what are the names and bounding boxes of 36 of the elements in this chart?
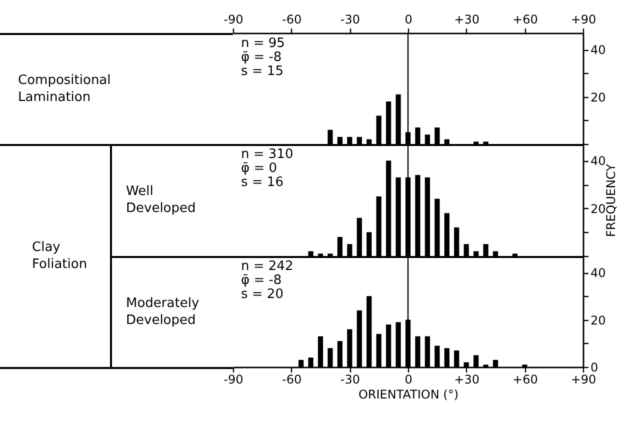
y-tick-label: 0 — [590, 360, 598, 374]
x-axis-title: ORIENTATION (°) — [358, 388, 459, 402]
x-tick-label: -30 — [340, 12, 360, 26]
annotation: φ̄ = -8 — [241, 273, 282, 288]
x-tick-label: +30 — [454, 372, 480, 386]
x-tick-label: 0 — [404, 372, 412, 386]
y-tick-label: 20 — [590, 202, 606, 216]
annotation: φ̄ = 0 — [241, 161, 278, 176]
x-tick-label: +90 — [570, 12, 596, 26]
annotation: n = 310 — [241, 147, 294, 162]
x-tick-label: +60 — [512, 372, 538, 386]
annotation: n = 242 — [241, 259, 294, 274]
text: Compositional Lamination — [18, 72, 112, 106]
x-tick-label: -90 — [224, 372, 244, 386]
annotation: φ̄ = -8 — [241, 50, 282, 65]
x-tick-label: -60 — [282, 12, 302, 26]
y-axis-title: FREQUENCY — [604, 163, 618, 238]
annotation: n = 95 — [241, 36, 285, 51]
y-tick-label: 40 — [590, 266, 606, 280]
x-tick-label: +30 — [454, 12, 480, 26]
x-tick-label: 0 — [404, 12, 412, 26]
x-tick-label: -90 — [224, 12, 244, 26]
text: Moderately Developed — [126, 294, 200, 328]
y-tick-label: 20 — [590, 90, 606, 104]
x-tick-label: -60 — [282, 372, 302, 386]
x-tick-label: +90 — [570, 372, 596, 386]
x-tick-label: -30 — [340, 372, 360, 386]
annotation: s = 20 — [241, 287, 284, 302]
y-tick-label: 40 — [590, 154, 606, 168]
annotation: s = 16 — [241, 175, 284, 190]
y-tick-label: 40 — [590, 43, 606, 58]
y-tick-label: 20 — [590, 313, 606, 328]
text: Clay Foliation — [32, 239, 88, 273]
text: Well Developed — [126, 183, 197, 217]
x-tick-label: +60 — [512, 12, 538, 26]
annotation: s = 15 — [241, 64, 284, 79]
